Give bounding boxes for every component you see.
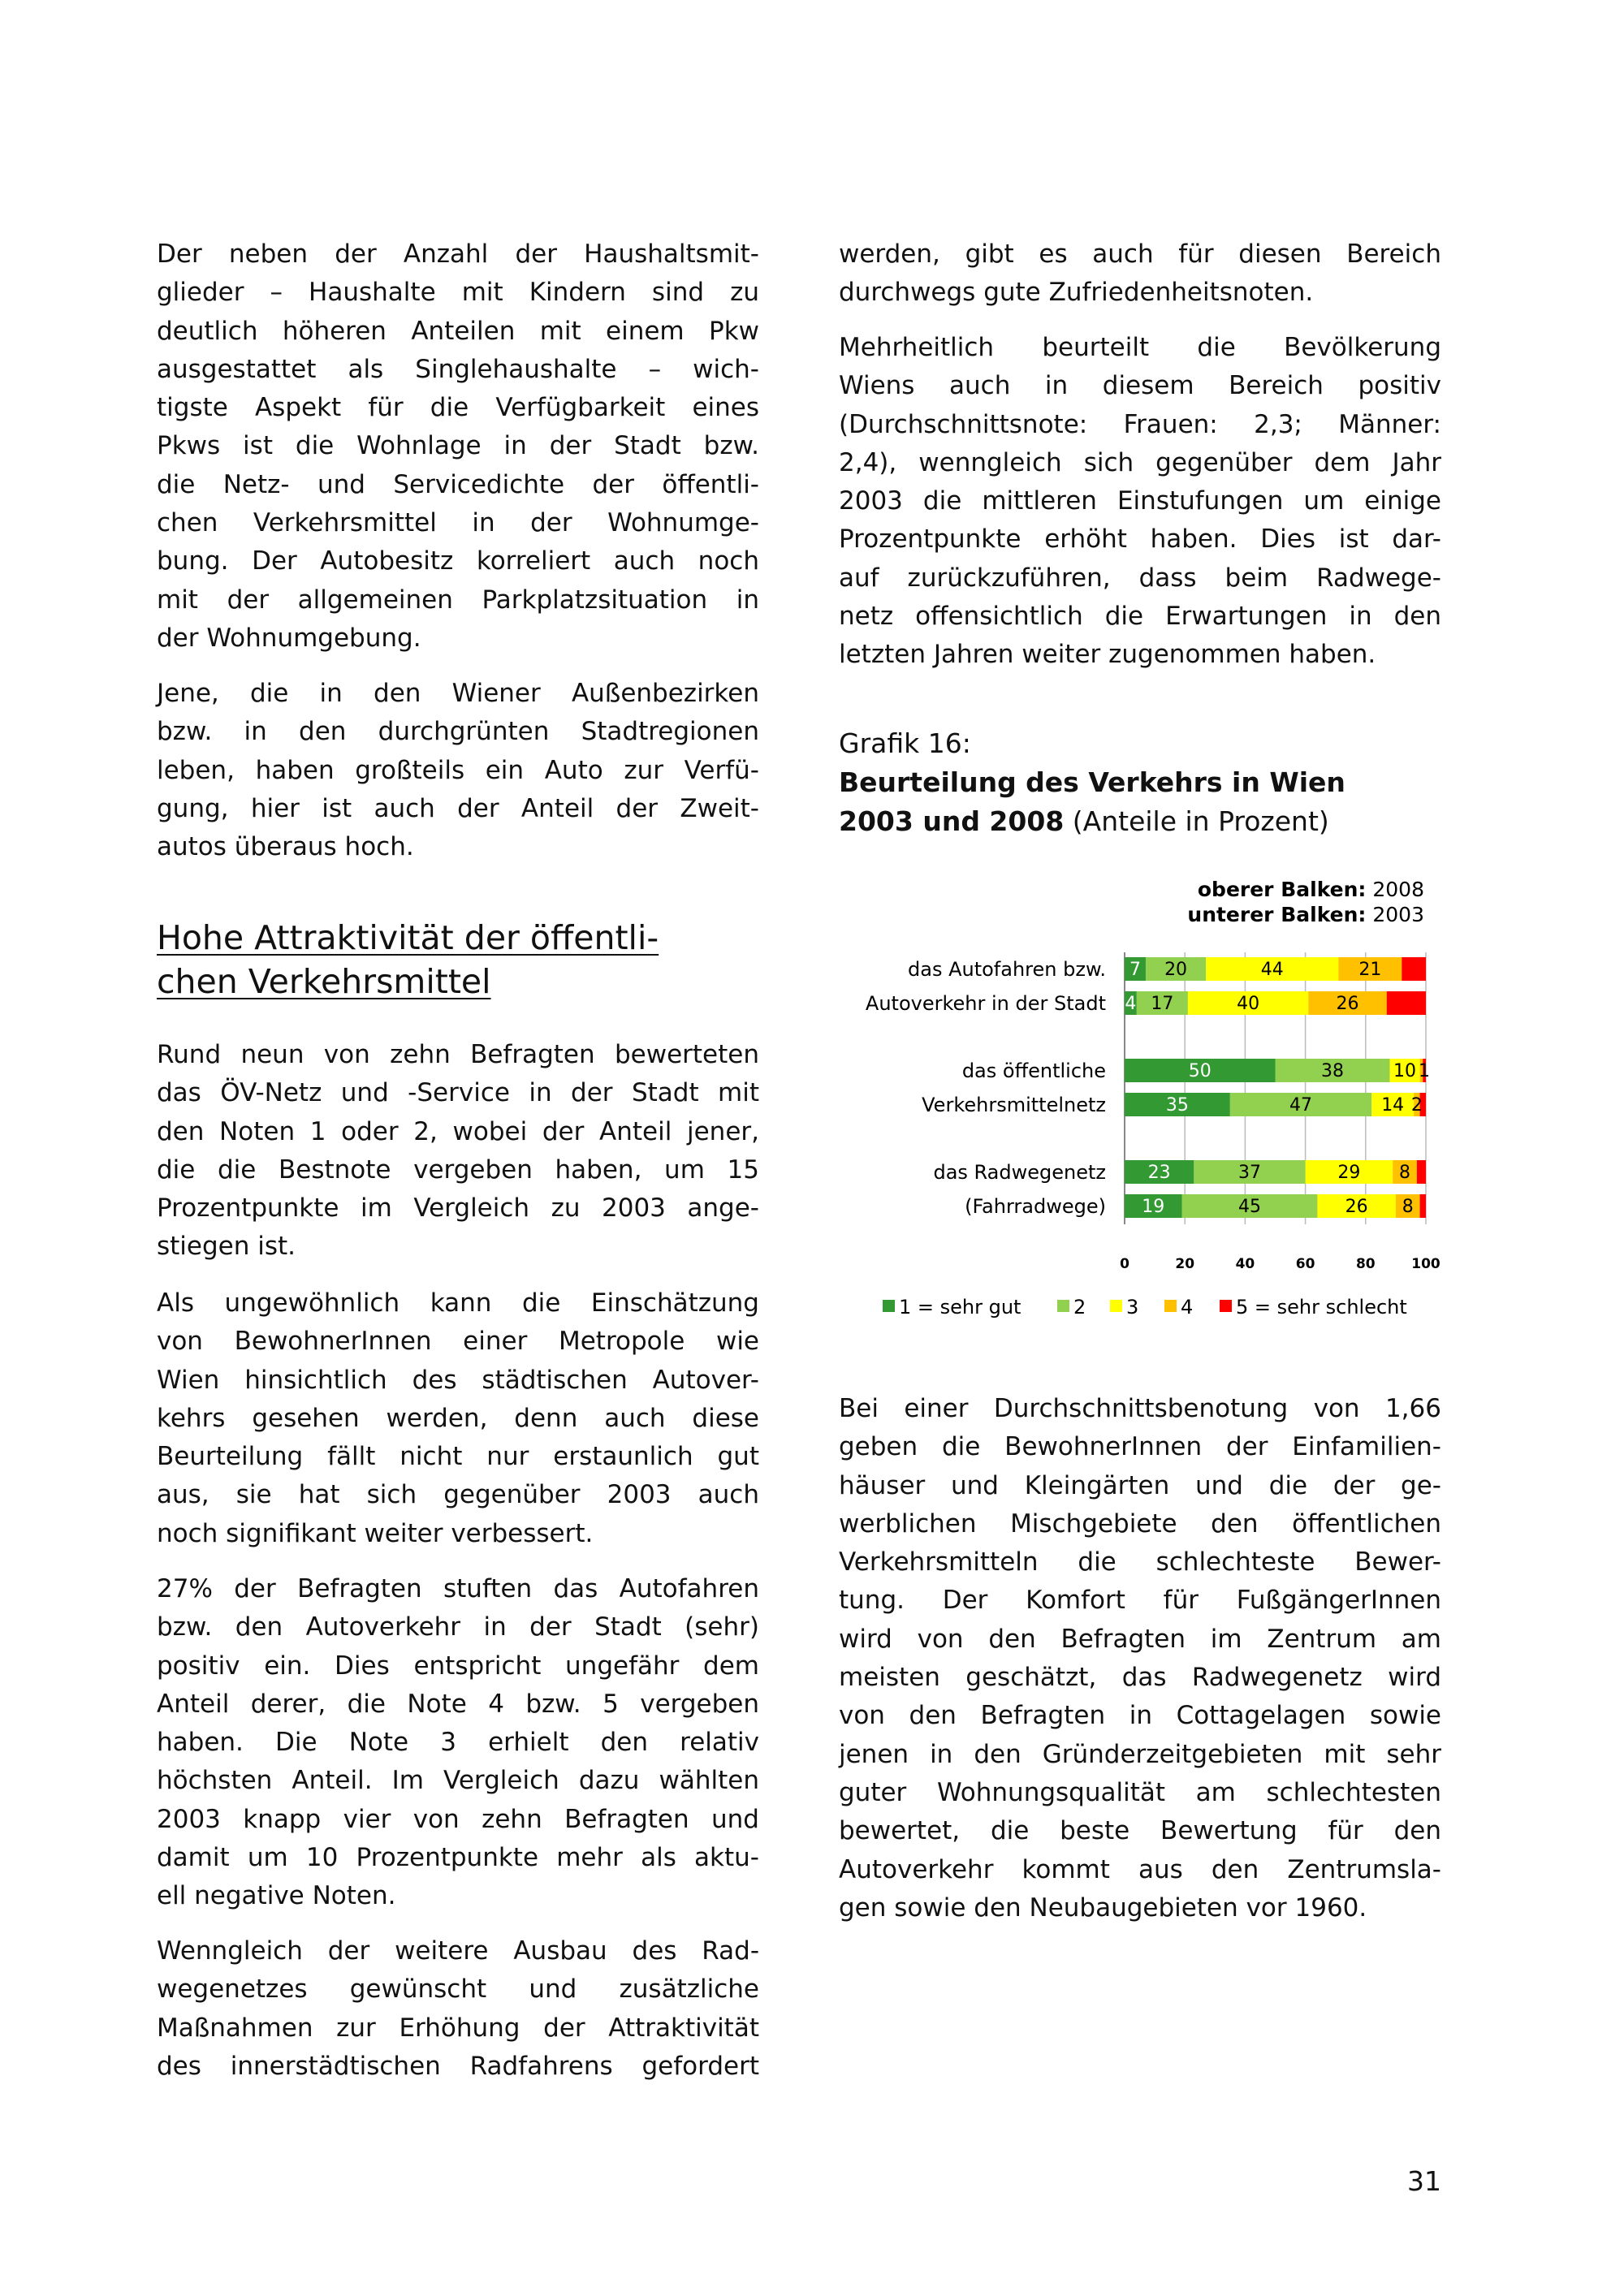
text-line: deutlich höheren Anteilen mit einem Pkw [157,316,759,346]
text-line: werden, gibt es auch für diesen Bereich [839,240,1441,269]
text-line: 2,4), wenngleich sich gegenüber dem Jahr [839,447,1441,477]
paragraph: Rund neun von zehn Befragten bewerteten d… [157,1036,759,1267]
text-line: chen Verkehrsmittel in der Wohnumge- [157,508,759,538]
text-line: mit der allgemeinen Parkplatzsituation i… [157,585,759,615]
right-column: werden, gibt es auch für diesen Bereich d… [839,0,1441,2296]
text-line: meisten geschätzt, das Radwegenetz wird [839,1663,1441,1693]
paragraph: 27% der Befragten stuften das Autofahren… [157,1570,759,1916]
text-line: Wien hinsichtlich des städtischen Autove… [157,1365,759,1395]
text-line: bung. Der Autobesitz korreliert auch noc… [157,546,759,576]
text-line: bzw. in den durchgrünten Stadtregionen [157,717,759,747]
text-line: kehrs gesehen werden, denn auch diese [157,1403,759,1433]
text-line: aus, sie hat sich gegenüber 2003 auch [157,1480,759,1510]
text-line: den Noten 1 oder 2, wobei der Anteil jen… [157,1116,759,1146]
heading-line: chen Verkehrsmittel [157,962,491,1001]
paragraph: Wenngleich der weitere Ausbau des Rad-we… [157,1932,759,2086]
text-line: Bei einer Durchschnittsbenotung von 1,66 [839,1394,1441,1423]
text-line: Der neben der Anzahl der Haushaltsmit- [157,240,759,269]
paragraph: Der neben der Anzahl der Haushaltsmit-gl… [157,235,759,658]
text-line: Pkws ist die Wohnlage in der Stadt bzw. [157,431,759,461]
text-line: Beurteilung fällt nicht nur erstaunlich … [157,1442,759,1472]
paragraph: Jene, die in den Wiener Außenbezirken bzw… [157,675,759,866]
text-line: auf zurückzuführen, dass beim Radwege- [839,563,1441,593]
text-line: der Wohnumgebung. [157,623,421,653]
text-line: wegenetzes gewünscht und zusätzliche [157,1974,759,2005]
text-line: durchwegs gute Zufriedenheitsnoten. [839,278,1314,308]
text-line: positiv ein. Dies entspricht ungefähr de… [157,1651,759,1681]
text-line: Mehrheitlich beurteilt die Bevölkerung [839,333,1441,362]
text-line: Wenngleich der weitere Ausbau des Rad- [157,1936,759,1966]
text-line: 27% der Befragten stuften das Autofahren [157,1574,759,1603]
text-line: gung, hier ist auch der Anteil der Zweit… [157,793,759,823]
text-line: gen sowie den Neubaugebieten vor 1960. [839,1892,1367,1923]
text-line: Prozentpunkte im Vergleich zu 2003 ange- [157,1193,759,1224]
text-line: autos überaus hoch. [157,832,414,862]
text-line: werblichen Mischgebiete den öffentlichen [839,1508,1441,1539]
text-line: das ÖV-Netz und -Service in der Stadt mi… [157,1078,759,1108]
text-line: leben, haben großteils ein Auto zur Verf… [157,755,759,785]
figure-title: Beurteilung des Verkehrs in Wien [839,766,1345,798]
left-column: Der neben der Anzahl der Haushaltsmit-gl… [157,0,759,2296]
text-line: Maßnahmen zur Erhöhung der Attraktivität [157,2013,759,2043]
paragraph: werden, gibt es auch für diesen Bereich d… [839,235,1441,313]
text-line: von den Befragten in Cottagelagen sowie [839,1701,1441,1731]
text-line: Autoverkehr kommt aus den Zentrumsla- [839,1854,1441,1884]
text-line: 2003 die mittleren Einstufungen um einig… [839,486,1441,516]
text-line: stiegen ist. [157,1232,296,1262]
text-line: ell negative Noten. [157,1881,396,1911]
text-line: des innerstädtischen Radfahrens geforder… [157,2051,759,2081]
text-line: bzw. den Autoverkehr in der Stadt (sehr) [157,1612,759,1642]
heading-line: Hohe Attraktivität der öffentli- [157,918,659,957]
text-line: Wiens auch in diesem Bereich positiv [839,371,1441,401]
section-heading: Hohe Attraktivität der öffentli- chen Ve… [157,916,659,1003]
text-line: bewertet, die beste Bewertung für den [839,1816,1441,1846]
text-line: von BewohnerInnen einer Metropole wie [157,1327,759,1357]
text-line: netz offensichtlich die Erwartungen in d… [839,602,1441,632]
page-number: 31 [1407,2165,1441,2197]
text-line: Verkehrsmitteln die schlechteste Bewer- [839,1547,1441,1577]
text-line: ausgestattet als Singlehaushalte – wich- [157,354,759,384]
text-line: wird von den Befragten im Zentrum am [839,1624,1441,1654]
text-line: letzten Jahren weiter zugenommen haben. [839,640,1376,670]
text-line: glieder – Haushalte mit Kindern sind zu [157,278,759,308]
text-line: Rund neun von zehn Befragten bewerteten [157,1040,759,1069]
paragraph: Als ungewöhnlich kann die Einschätzung vo… [157,1284,759,1553]
figure-caption: Grafik 16: Beurteilung des Verkehrs in W… [839,724,1345,841]
figure-label: Grafik 16: [839,727,971,759]
text-line: guter Wohnungsqualität am schlechtesten [839,1777,1441,1807]
text-line: tigste Aspekt für die Verfügbarkeit eine… [157,393,759,423]
paragraph: Mehrheitlich beurteilt die Bevölkerung Wi… [839,329,1441,675]
text-line: die Netz- und Servicedichte der öffentli… [157,469,759,499]
text-line: Als ungewöhnlich kann die Einschätzung [157,1288,759,1318]
text-line: höchsten Anteil. Im Vergleich dazu wählt… [157,1766,759,1796]
text-line: 2003 knapp vier von zehn Befragten und [157,1804,759,1834]
text-line: häuser und Kleingärten und die der ge- [839,1470,1441,1500]
text-line: jenen in den Gründerzeitgebieten mit seh… [839,1739,1441,1769]
text-line: haben. Die Note 3 erhielt den relativ [157,1728,759,1758]
paragraph: Bei einer Durchschnittsbenotung von 1,66… [839,1390,1441,1927]
text-line: Prozentpunkte erhöht haben. Dies ist dar… [839,524,1441,555]
text-line: die die Bestnote vergeben haben, um 15 [157,1154,759,1185]
text-line: tung. Der Komfort für FußgängerInnen [839,1586,1441,1616]
text-line: Jene, die in den Wiener Außenbezirken [157,679,759,708]
text-line: (Durchschnittsnote: Frauen: 2,3; Männer: [839,409,1441,439]
text-line: geben die BewohnerInnen der Einfamilien- [839,1432,1441,1462]
text-line: Anteil derer, die Note 4 bzw. 5 vergeben [157,1689,759,1719]
figure-title: 2003 und 2008 [839,805,1065,837]
figure-subtitle: (Anteile in Prozent) [1064,805,1329,837]
text-line: noch signifikant weiter verbessert. [157,1518,594,1548]
text-line: damit um 10 Prozentpunkte mehr als aktu- [157,1843,759,1873]
